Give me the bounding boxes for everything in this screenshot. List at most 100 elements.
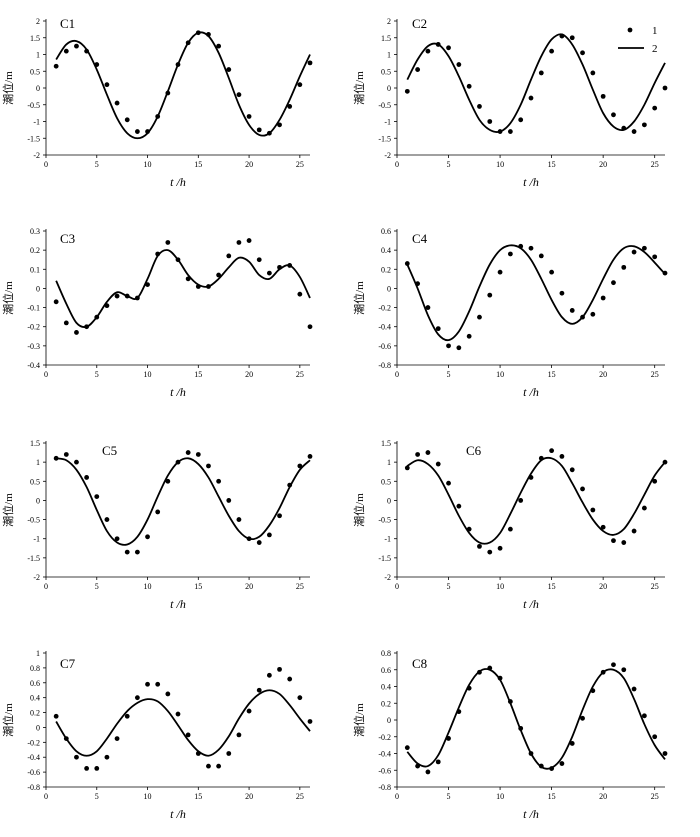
x-tick-label: 10	[144, 370, 152, 379]
series-line-2	[406, 244, 666, 342]
data-point	[74, 330, 79, 335]
data-point	[549, 48, 555, 54]
data-point	[538, 70, 544, 76]
x-tick-label: 20	[245, 160, 253, 169]
x-tick-label: 5	[447, 160, 451, 169]
data-point	[266, 270, 272, 276]
y-tick-label: -0.2	[378, 304, 391, 313]
x-tick-label: 0	[44, 160, 48, 169]
data-point	[236, 240, 242, 245]
data-point	[297, 82, 303, 88]
y-tick-label: 0.6	[381, 227, 391, 236]
legend-label: 2	[652, 43, 658, 55]
y-tick-label: -1	[33, 118, 40, 127]
y-tick-label: 0.5	[381, 67, 391, 76]
panel-label: C8	[412, 656, 427, 671]
x-tick-label: 10	[496, 792, 504, 801]
data-point	[74, 43, 79, 49]
y-tick-label: -1.5	[27, 554, 40, 563]
y-tick-label: -1.5	[27, 134, 40, 143]
y-axis-label: 潮位/m	[352, 493, 366, 527]
x-tick-label: 5	[447, 370, 451, 379]
data-point	[246, 238, 252, 243]
y-tick-label: -2	[384, 573, 391, 582]
data-point	[528, 245, 534, 251]
x-tick-label: 15	[548, 582, 556, 591]
data-point	[236, 517, 242, 522]
data-point	[600, 295, 606, 301]
data-point	[456, 345, 462, 351]
panel-c8: 0.8 0.6 0.4 0.2 0 -0.2 -0.4 -0.6 -0.8 0 5 10 15 20 25 C…	[352, 649, 668, 821]
data-point	[580, 50, 585, 56]
data-point	[84, 475, 90, 480]
data-point	[435, 759, 441, 765]
data-point	[266, 532, 272, 538]
data-point	[246, 708, 252, 714]
y-tick-label: -0.2	[378, 733, 391, 742]
data-point	[216, 763, 222, 769]
x-axis-label: t /h	[523, 385, 539, 399]
data-point	[277, 666, 282, 672]
y-tick-label: -0.5	[27, 516, 40, 525]
data-point	[559, 761, 565, 766]
y-axis-label: 潮位/m	[1, 281, 15, 315]
y-tick-label: 0.6	[30, 679, 40, 688]
y-tick-label: 0.8	[381, 649, 391, 658]
data-point	[84, 765, 90, 771]
x-tick-label: 5	[447, 582, 451, 591]
data-point	[611, 538, 616, 544]
y-tick-label: 0.5	[30, 67, 40, 76]
y-tick-label: -0.6	[378, 342, 391, 351]
x-tick-label: 15	[548, 792, 556, 801]
data-point	[114, 293, 120, 299]
panel-c4: 0.6 0.4 0.2 0 -0.2 -0.4 -0.6 -0.8 0 5 10 15 20 25 C4 潮位…	[352, 227, 668, 399]
data-point	[145, 681, 150, 687]
data-point	[226, 67, 232, 72]
y-tick-label: 0	[387, 284, 391, 293]
series-line-2	[55, 31, 311, 140]
data-point	[226, 253, 232, 259]
data-point	[518, 498, 524, 503]
data-point	[652, 478, 658, 484]
data-point	[456, 62, 462, 67]
data-point	[497, 545, 503, 551]
y-tick-label: -1.5	[378, 554, 391, 563]
data-point	[155, 509, 161, 515]
data-point	[652, 254, 658, 260]
y-tick-label: -2	[33, 151, 40, 160]
y-tick-label: 1	[36, 458, 40, 467]
y-tick-label: 1.5	[30, 439, 40, 448]
x-tick-label: 0	[395, 792, 399, 801]
data-point	[621, 264, 627, 270]
y-axis-label: 潮位/m	[352, 71, 366, 105]
data-point	[466, 83, 472, 89]
y-tick-label: 1	[387, 458, 391, 467]
data-point	[226, 498, 232, 503]
data-point	[559, 290, 565, 296]
data-point	[446, 45, 451, 51]
x-tick-label: 20	[599, 582, 607, 591]
panel-label: C5	[102, 443, 117, 458]
data-point	[631, 528, 637, 534]
data-point	[226, 751, 232, 756]
y-tick-label: -0.4	[378, 750, 391, 759]
data-point	[425, 769, 431, 775]
y-tick-label: 1.5	[381, 439, 391, 448]
data-point	[559, 454, 565, 459]
data-point	[487, 119, 493, 124]
data-point	[497, 269, 503, 275]
y-tick-label: 2	[36, 17, 40, 26]
y-tick-label: -1	[384, 118, 391, 127]
data-point	[569, 308, 575, 313]
data-point	[477, 104, 482, 109]
data-point	[74, 459, 79, 465]
x-tick-label: 25	[651, 582, 659, 591]
x-tick-label: 10	[496, 160, 504, 169]
panel-c2: 2 1.5 1 0.5 0 -0.5 -1 -1.5 -2 0 5 10 15 20 25 C2 潮位/m t /…	[352, 16, 668, 189]
data-point	[611, 662, 616, 668]
x-axis-label: t /h	[523, 175, 539, 189]
x-tick-label: 20	[245, 370, 253, 379]
y-tick-label: 1	[387, 51, 391, 60]
data-point	[236, 92, 242, 98]
series-line-2	[406, 33, 666, 133]
